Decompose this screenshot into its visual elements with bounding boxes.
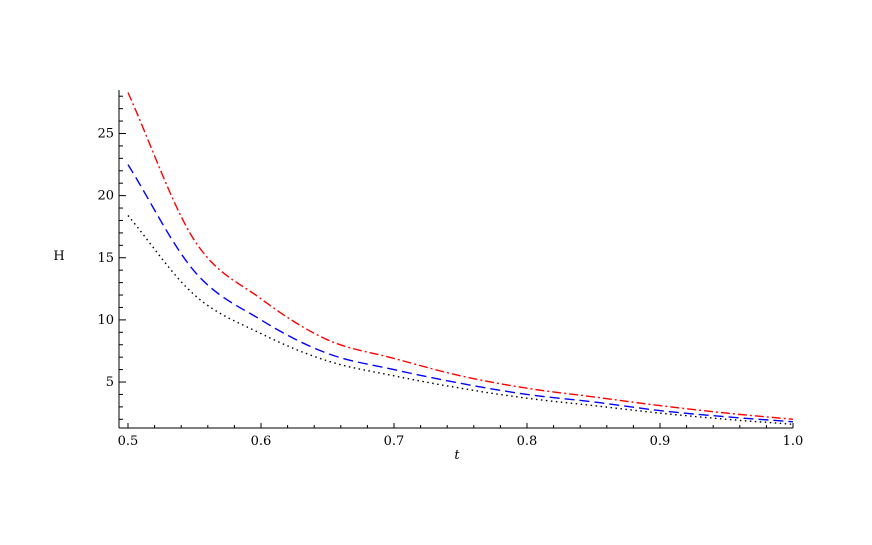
series-line-3 — [127, 215, 794, 425]
y-axis-title: H — [53, 249, 64, 264]
y-tick-label: 25 — [97, 126, 114, 141]
x-tick-label: 1.0 — [783, 434, 804, 449]
y-tick-label: 15 — [97, 251, 114, 266]
series-line-1 — [127, 92, 794, 420]
series-layer — [127, 92, 794, 425]
x-tick-label: 0.5 — [118, 434, 139, 449]
series-line-2 — [127, 164, 794, 423]
y-tick-label: 20 — [97, 189, 114, 204]
axis-labels: H t — [53, 249, 460, 463]
y-tick-label: 10 — [97, 313, 114, 328]
x-axis-title: t — [454, 448, 460, 463]
x-tick-label: 0.8 — [517, 434, 538, 449]
y-tick-label: 5 — [106, 375, 114, 390]
axes: 0.5 0.6 0.7 0.8 0.9 1.0 5 10 15 20 25 — [97, 90, 803, 449]
x-tick-label: 0.7 — [384, 434, 405, 449]
x-tick-label: 0.6 — [251, 434, 272, 449]
x-tick-label: 0.9 — [650, 434, 671, 449]
